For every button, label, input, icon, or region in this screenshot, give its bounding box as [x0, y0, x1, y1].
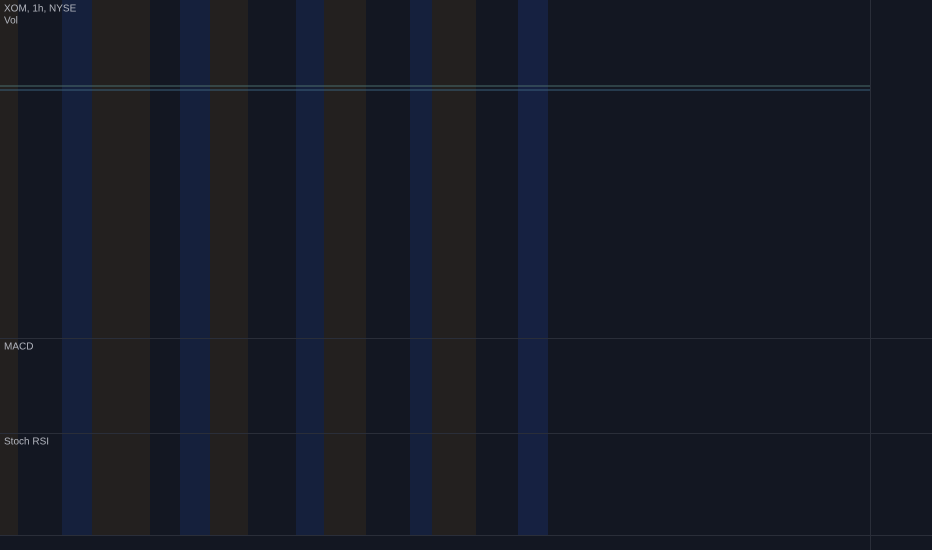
- premarket-band: [0, 0, 18, 535]
- volume-label: Vol: [4, 16, 18, 27]
- premarket-band: [210, 0, 248, 535]
- postmarket-band: [518, 0, 548, 535]
- postmarket-band: [180, 0, 210, 535]
- premarket-band: [432, 0, 476, 535]
- premarket-band: [324, 0, 366, 535]
- session-shading: [0, 0, 548, 535]
- premarket-band: [92, 0, 150, 535]
- postmarket-band: [410, 0, 432, 535]
- stoch-title: Stoch RSI: [4, 437, 49, 448]
- symbol-title: XOM, 1h, NYSE: [4, 4, 77, 15]
- postmarket-band: [62, 0, 92, 535]
- macd-title: MACD: [4, 342, 33, 353]
- postmarket-band: [296, 0, 324, 535]
